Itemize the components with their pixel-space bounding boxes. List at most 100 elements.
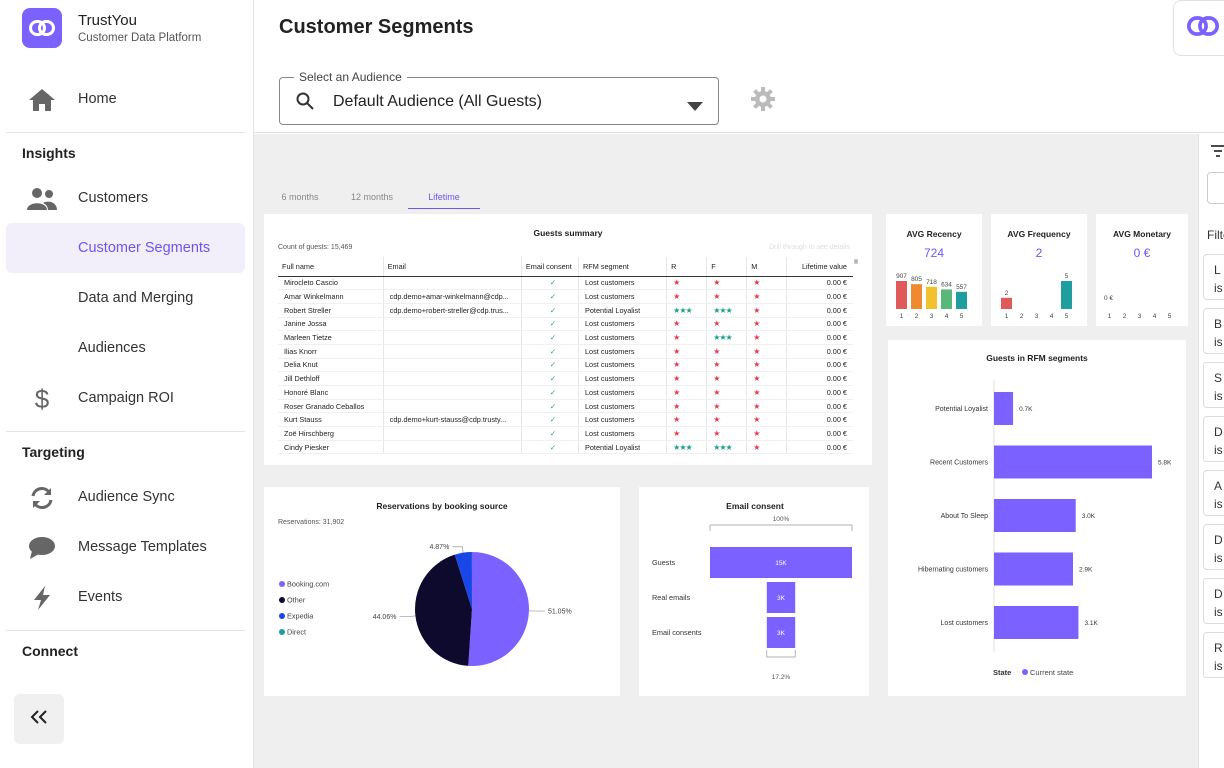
table-cell: ✓ xyxy=(520,317,579,332)
column-header[interactable]: R xyxy=(666,257,707,277)
table-row[interactable]: Roser Granado Ceballos ✓ Lost customers ★ ★ ★… xyxy=(278,399,853,414)
table-cell: 0.00 € xyxy=(786,371,853,386)
legend-label[interactable]: Booking.com xyxy=(287,580,329,589)
table-cell: ★ xyxy=(746,385,787,400)
sidebar-item-campaign-roi[interactable]: $ Campaign ROI xyxy=(6,373,245,423)
table-row[interactable]: Cindy Piesker ✓ Potential Loyalist ★★★ ★★★ ★ 0… xyxy=(278,440,853,455)
table-cell: Roser Granado Ceballos xyxy=(278,399,384,414)
sidebar-item-message-templates[interactable]: Message Templates xyxy=(6,522,245,572)
table-row[interactable]: Honoré Blanc ✓ Lost customers ★ ★ ★ 0.00 € xyxy=(278,385,853,400)
sidebar-item-customer-segments[interactable]: Customer Segments xyxy=(6,223,245,273)
collapse-sidebar-button[interactable] xyxy=(14,694,64,744)
avg-frequency-card: AVG Frequency 2 2 1 2 3 4 5 5 xyxy=(991,214,1087,326)
legend-label[interactable]: Other xyxy=(287,596,306,605)
tab-lifetime[interactable]: Lifetime xyxy=(408,192,480,209)
table-cell: Lost customers xyxy=(577,385,667,400)
table-cell: 0.00 € xyxy=(786,344,853,359)
pie-slice[interactable] xyxy=(415,554,472,666)
legend-label[interactable]: Expedia xyxy=(287,612,314,621)
category-label: Hibernating customers xyxy=(918,567,989,574)
table-row[interactable]: Ilias Knorr ✓ Lost customers ★ ★ ★ 0.00 € xyxy=(278,344,853,359)
page-title: Customer Segments xyxy=(279,16,474,38)
table-row[interactable]: Delia Knut ✓ Lost customers ★ ★ ★ 0.00 € xyxy=(278,358,853,373)
table-row[interactable]: Robert Streller cdp.demo+robert-streller@… xyxy=(278,303,853,318)
bar[interactable] xyxy=(994,552,1073,586)
scroll-indicator[interactable] xyxy=(854,259,858,264)
brand-subtitle: Customer Data Platform xyxy=(78,32,202,44)
column-header[interactable]: Lifetime value xyxy=(786,257,853,277)
data-label: 557 xyxy=(956,284,967,291)
bar[interactable] xyxy=(994,606,1079,639)
filter-search-input[interactable] xyxy=(1207,172,1224,204)
bar[interactable] xyxy=(956,291,967,309)
audience-select[interactable]: Select an Audience Default Audience (All… xyxy=(279,70,719,125)
column-header[interactable]: Email xyxy=(382,257,522,277)
sidebar-item-customers[interactable]: Customers xyxy=(6,173,245,223)
bracket xyxy=(766,650,796,658)
tab-6-months[interactable]: 6 months xyxy=(281,192,319,202)
bar[interactable] xyxy=(941,289,952,309)
table-cell: ★ xyxy=(746,344,787,359)
sidebar-item-audiences[interactable]: Audiences xyxy=(6,323,245,373)
pie-slice[interactable] xyxy=(468,552,530,666)
brand[interactable]: TrustYou Customer Data Platform xyxy=(22,8,201,48)
table-row[interactable]: Marleen Tietze ✓ Lost customers ★ ★★★ ★ 0.00 € xyxy=(278,330,853,345)
bar[interactable] xyxy=(710,547,852,578)
sidebar-item-data-merging[interactable]: Data and Merging xyxy=(6,273,245,323)
table-row[interactable]: Jill Dethloff ✓ Lost customers ★ ★ ★ 0.00 € xyxy=(278,371,853,386)
table-row[interactable]: Amar Winkelmann cdp.demo+amar-winkelmann@… xyxy=(278,289,853,304)
bar[interactable] xyxy=(766,617,796,648)
pie-slice[interactable] xyxy=(454,552,472,609)
bar[interactable] xyxy=(896,281,907,309)
table-cell: Ilias Knorr xyxy=(278,344,384,359)
bar[interactable] xyxy=(911,284,922,309)
rfm-segments-chart: Guests in RFM segments Potential Loyalist… xyxy=(918,353,1172,677)
table-row[interactable]: Zoë Hirschberg ✓ Lost customers ★ ★ ★ 0.00 € xyxy=(278,426,853,441)
bar[interactable] xyxy=(994,392,1014,425)
category-label: Email consents xyxy=(652,628,702,637)
table-row[interactable]: Mirocleto Cascio ✓ Lost customers ★ ★ ★ 0.00 € xyxy=(278,276,853,291)
table-row[interactable]: Janine Jossa ✓ Lost customers ★ ★ ★ 0.00 € xyxy=(278,317,853,332)
legend-title: State xyxy=(993,668,1011,677)
column-header[interactable]: F xyxy=(706,257,747,277)
sidebar-item-label: Campaign ROI xyxy=(78,390,174,406)
bar[interactable] xyxy=(994,445,1152,479)
legend-label[interactable]: Direct xyxy=(287,628,306,637)
table-row[interactable]: Kurt Stauss cdp.demo+kurt-stauss@cdp.trus… xyxy=(278,412,853,428)
trustyou-logo-icon xyxy=(1187,15,1219,41)
app-switcher-button[interactable] xyxy=(1173,0,1224,56)
sidebar-item-home[interactable]: Home xyxy=(6,74,245,124)
tick-label: 1 xyxy=(900,313,904,320)
bar[interactable] xyxy=(1061,281,1072,309)
bar[interactable] xyxy=(766,582,796,613)
filter-icon[interactable] xyxy=(1211,144,1224,162)
tick-label: 5 xyxy=(960,313,964,320)
table-cell: cdp.demo+kurt-stauss@cdp.trusty... xyxy=(382,412,522,428)
table-cell: ✓ xyxy=(520,399,579,414)
column-header[interactable]: RFM segment xyxy=(577,257,667,277)
table-cell: 0.00 € xyxy=(786,385,853,400)
column-header[interactable]: Email consent xyxy=(520,257,579,277)
data-label: 2.9K xyxy=(1079,567,1093,574)
legend-label[interactable]: Current state xyxy=(1030,668,1073,677)
table-cell: Jill Dethloff xyxy=(278,371,384,386)
table-cell xyxy=(382,371,522,386)
bar[interactable] xyxy=(1001,297,1012,309)
column-header[interactable]: Full name xyxy=(278,257,384,277)
bar[interactable] xyxy=(926,286,937,309)
tick-label: 1 xyxy=(1005,313,1009,320)
sidebar-item-audience-sync[interactable]: Audience Sync xyxy=(6,472,245,522)
bar[interactable] xyxy=(994,499,1076,532)
tab-12-months[interactable]: 12 months xyxy=(350,192,394,202)
gear-icon[interactable] xyxy=(750,86,776,117)
column-header[interactable]: M xyxy=(746,257,787,277)
sidebar-item-events[interactable]: Events xyxy=(6,572,245,622)
